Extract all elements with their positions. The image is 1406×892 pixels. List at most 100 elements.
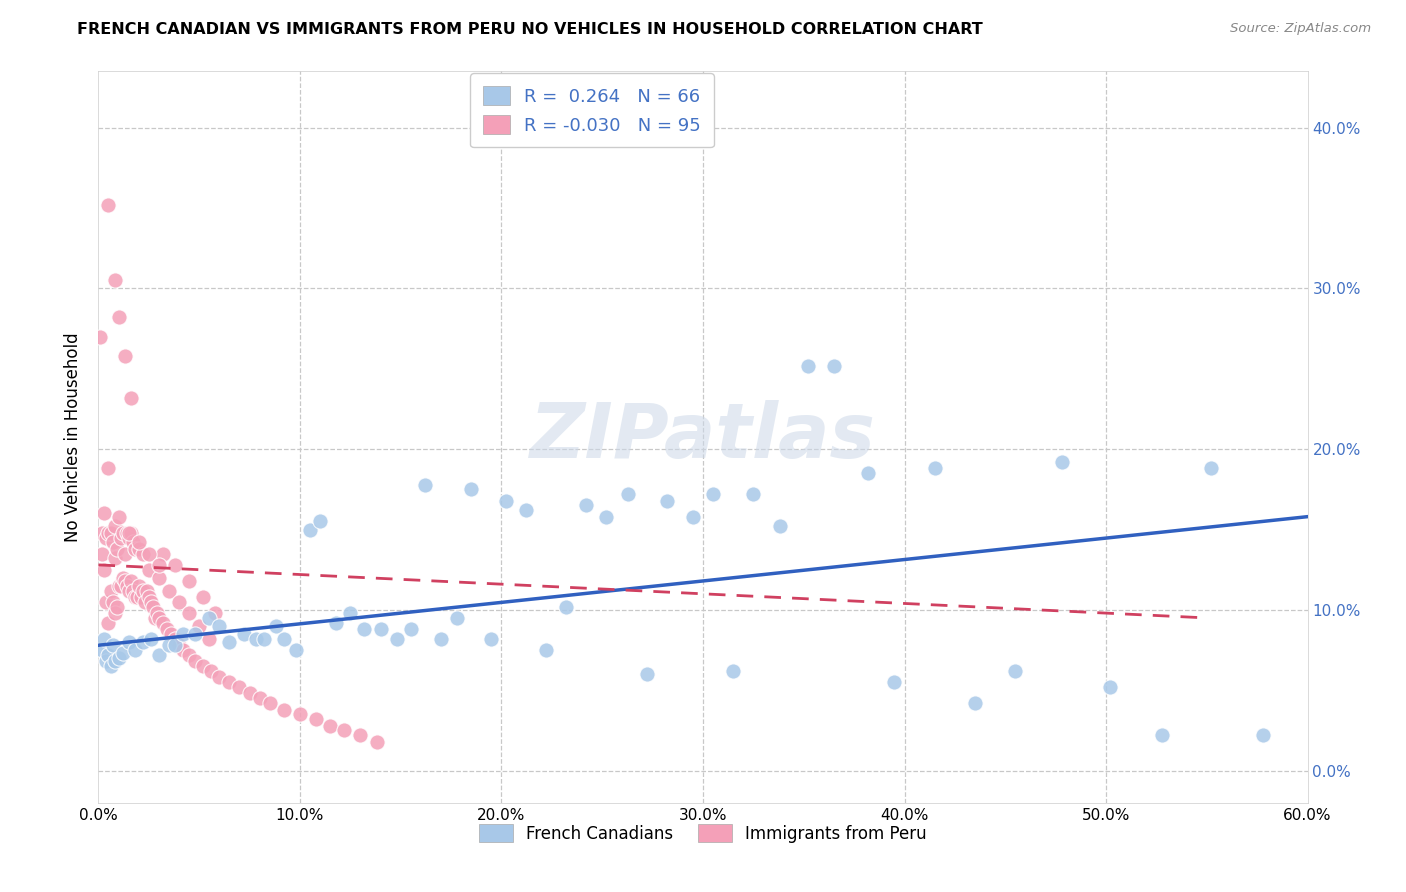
Point — [636, 667, 658, 681]
Point — [370, 622, 392, 636]
Point — [1251, 728, 1274, 742]
Point — [264, 619, 287, 633]
Point — [413, 477, 436, 491]
Point — [399, 622, 422, 636]
Point — [143, 611, 166, 625]
Point — [682, 509, 704, 524]
Point — [309, 515, 332, 529]
Point — [353, 622, 375, 636]
Point — [103, 273, 125, 287]
Point — [157, 638, 180, 652]
Point — [142, 599, 165, 614]
Point — [132, 635, 155, 649]
Point — [198, 611, 221, 625]
Point — [101, 535, 124, 549]
Point — [114, 547, 136, 561]
Point — [349, 728, 371, 742]
Point — [965, 696, 987, 710]
Point — [148, 611, 170, 625]
Point — [259, 696, 281, 710]
Point — [495, 493, 517, 508]
Point — [107, 509, 129, 524]
Point — [858, 467, 880, 481]
Point — [273, 632, 295, 646]
Point — [1099, 680, 1122, 694]
Point — [430, 632, 453, 646]
Point — [160, 627, 183, 641]
Point — [208, 619, 231, 633]
Point — [101, 595, 124, 609]
Point — [110, 579, 132, 593]
Y-axis label: No Vehicles in Household: No Vehicles in Household — [65, 332, 83, 542]
Text: ZIPatlas: ZIPatlas — [530, 401, 876, 474]
Point — [163, 638, 186, 652]
Point — [460, 483, 482, 497]
Point — [366, 735, 388, 749]
Point — [135, 583, 157, 598]
Point — [208, 670, 231, 684]
Point — [91, 547, 114, 561]
Point — [129, 590, 152, 604]
Point — [218, 675, 240, 690]
Point — [702, 487, 724, 501]
Point — [111, 571, 134, 585]
Point — [515, 503, 537, 517]
Point — [114, 574, 136, 588]
Point — [179, 606, 201, 620]
Point — [198, 632, 221, 646]
Point — [120, 574, 142, 588]
Text: Source: ZipAtlas.com: Source: ZipAtlas.com — [1230, 22, 1371, 36]
Point — [200, 664, 222, 678]
Point — [96, 595, 118, 609]
Point — [100, 659, 122, 673]
Point — [93, 507, 115, 521]
Point — [167, 595, 190, 609]
Point — [118, 635, 141, 649]
Point — [249, 691, 271, 706]
Point — [107, 310, 129, 325]
Point — [617, 487, 640, 501]
Point — [91, 525, 114, 540]
Point — [128, 541, 150, 556]
Point — [132, 547, 155, 561]
Point — [134, 595, 156, 609]
Point — [111, 525, 134, 540]
Point — [105, 599, 128, 614]
Point — [115, 579, 138, 593]
Point — [325, 615, 347, 630]
Point — [797, 359, 820, 373]
Point — [1004, 664, 1026, 678]
Point — [188, 619, 211, 633]
Point — [555, 599, 578, 614]
Point — [152, 547, 174, 561]
Point — [239, 686, 262, 700]
Legend: French Canadians, Immigrants from Peru: French Canadians, Immigrants from Peru — [472, 817, 934, 849]
Point — [125, 590, 148, 604]
Point — [305, 712, 328, 726]
Point — [1199, 461, 1222, 475]
Point — [148, 648, 170, 662]
Point — [184, 627, 207, 641]
Point — [97, 198, 120, 212]
Point — [139, 595, 162, 609]
Point — [124, 590, 146, 604]
Text: FRENCH CANADIAN VS IMMIGRANTS FROM PERU NO VEHICLES IN HOUSEHOLD CORRELATION CHA: FRENCH CANADIAN VS IMMIGRANTS FROM PERU … — [77, 22, 983, 37]
Point — [273, 702, 295, 716]
Point — [107, 651, 129, 665]
Point — [100, 583, 122, 598]
Point — [124, 541, 146, 556]
Point — [163, 632, 186, 646]
Point — [93, 632, 115, 646]
Point — [114, 349, 136, 363]
Point — [655, 493, 678, 508]
Point — [339, 606, 361, 620]
Point — [97, 648, 120, 662]
Point — [723, 664, 745, 678]
Point — [118, 531, 141, 545]
Point — [146, 606, 169, 620]
Point — [299, 523, 322, 537]
Point — [288, 707, 311, 722]
Point — [253, 632, 276, 646]
Point — [385, 632, 408, 646]
Point — [446, 611, 468, 625]
